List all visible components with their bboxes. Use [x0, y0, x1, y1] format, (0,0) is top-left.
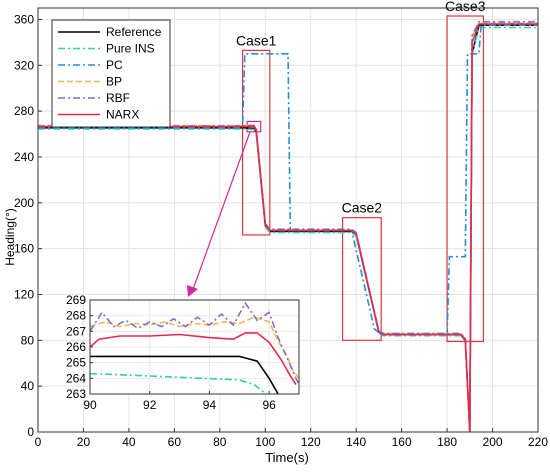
y-tick-label: 40: [21, 379, 35, 393]
inset-x-tick-label: 96: [262, 398, 276, 412]
x-tick-label: 120: [301, 435, 321, 449]
x-tick-label: 200: [483, 435, 503, 449]
y-tick-label: 0: [27, 425, 34, 439]
axis-layer: 0 20 40 60 80 100 120 140 160 180 200 220 0 40 80 120 16…: [14, 7, 548, 449]
y-tick-label: 240: [14, 150, 34, 164]
legend-label: BP: [106, 75, 122, 89]
series-line-narx: [38, 23, 538, 433]
x-tick-label: 160: [392, 435, 412, 449]
inset-y-tick-label: 268: [66, 309, 86, 323]
inset-x-tick-label: 92: [143, 398, 157, 412]
y-tick-label: 200: [14, 196, 34, 210]
legend-label: NARX: [106, 108, 139, 122]
inset-x-tick-label: 90: [83, 398, 97, 412]
inset-frame: [89, 299, 300, 395]
legend-box: [51, 19, 171, 128]
y-tick-label: 160: [14, 242, 34, 256]
legend-label: RBF: [106, 91, 130, 105]
x-tick-label: 0: [35, 435, 42, 449]
y-tick-label: 120: [14, 287, 34, 301]
inset-series-line-reference: [90, 355, 279, 394]
series-layer: [38, 20, 538, 433]
y-axis-label: Heading(°): [3, 208, 17, 266]
case-box: [341, 217, 382, 341]
inset-y-tick-label: 266: [66, 340, 86, 354]
inset-series-line-pure-ins: [90, 372, 267, 394]
inset-series-line-narx: [90, 332, 297, 386]
inset-y-tick-label: 265: [66, 356, 86, 370]
legend-label: PC: [106, 58, 123, 72]
x-tick-label: 40: [122, 435, 136, 449]
case-label: Case1: [236, 32, 277, 48]
plot-frame: [37, 7, 539, 433]
inset-y-tick-label: 267: [66, 324, 86, 338]
x-tick-label: 80: [213, 435, 227, 449]
inset-x-tick-label: 94: [203, 398, 217, 412]
y-tick-label: 320: [14, 58, 34, 72]
series-line-pc: [38, 24, 538, 336]
inset-series-group: [90, 301, 299, 394]
case-label: Case3: [445, 0, 486, 14]
zoom-arrow-head: [187, 285, 198, 297]
case-label: Case2: [342, 200, 383, 216]
legend-label: Reference: [106, 25, 162, 39]
x-tick-label: 60: [168, 435, 182, 449]
annotation-layer: Case1 Case2 Case3: [187, 0, 486, 343]
inset-y-tick-label: 269: [66, 293, 86, 307]
y-tick-label: 80: [21, 333, 35, 347]
y-tick-label: 360: [14, 12, 34, 26]
inset-series-line-rbf: [90, 301, 299, 385]
inset-y-tick-label: 264: [66, 371, 86, 385]
legend-label: Pure INS: [106, 42, 155, 56]
legend: Reference Pure INS PC BP RBF NARX: [51, 19, 171, 128]
x-tick-label: 220: [528, 435, 548, 449]
x-tick-label: 100: [255, 435, 275, 449]
x-tick-label: 20: [77, 435, 91, 449]
zoom-arrow-line: [191, 131, 251, 293]
x-tick-label: 180: [437, 435, 457, 449]
y-tick-label: 280: [14, 104, 34, 118]
inset-y-tick-label: 263: [66, 387, 86, 401]
case-box: [241, 49, 271, 236]
x-axis-label: Time(s): [265, 450, 309, 465]
x-tick-label: 140: [346, 435, 366, 449]
